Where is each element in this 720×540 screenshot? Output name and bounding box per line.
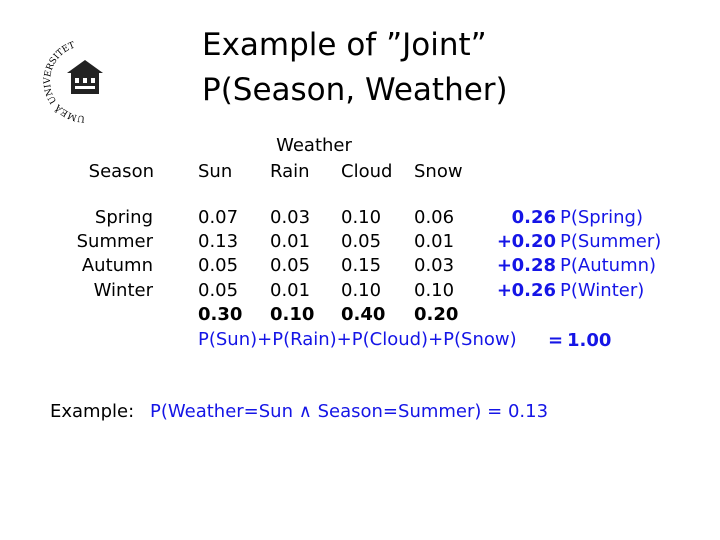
marginal-label: P(Autumn) <box>560 255 657 276</box>
title-line: Example of ”Joint” <box>202 27 487 63</box>
cell: 0.01 <box>414 231 455 252</box>
cell: 0.05 <box>341 231 382 252</box>
marginal-value: 0.20 <box>511 231 556 252</box>
sum-formula: P(Sun)+P(Rain)+P(Cloud)+P(Snow) <box>198 329 517 350</box>
marginal-value: 0.28 <box>511 255 556 276</box>
example-label: Example: <box>50 401 135 422</box>
column-sum: 0.20 <box>414 304 459 325</box>
column-group-header: Weather <box>276 135 352 156</box>
marginal-label: P(Winter) <box>560 280 645 301</box>
cell: 0.10 <box>414 280 455 301</box>
cell: 0.13 <box>198 231 239 252</box>
column-sum: 0.40 <box>341 304 386 325</box>
cell: 0.01 <box>270 280 311 301</box>
cell: 0.06 <box>414 207 455 228</box>
example-text: P(Weather=Sun ∧ Season=Summer) = 0.13 <box>150 401 549 422</box>
marginal-sign: + <box>496 280 512 301</box>
row-label: Spring <box>94 207 153 228</box>
cell: 0.05 <box>198 255 239 276</box>
cell: 0.05 <box>198 280 239 301</box>
column-header: Snow <box>414 161 463 182</box>
marginal-value: 0.26 <box>511 207 556 228</box>
column-sum: 0.10 <box>270 304 315 325</box>
cell: 0.03 <box>414 255 455 276</box>
cell: 0.15 <box>341 255 382 276</box>
row-label: Summer <box>76 231 153 252</box>
row-header: Season <box>88 161 154 182</box>
total-value: 1.00 <box>567 330 612 351</box>
cell: 0.10 <box>341 280 382 301</box>
row-label: Winter <box>93 280 153 301</box>
cell: 0.05 <box>270 255 311 276</box>
column-header: Rain <box>270 161 310 182</box>
title-line: P(Season, Weather) <box>202 72 508 108</box>
row-label: Autumn <box>81 255 153 276</box>
marginal-label: P(Spring) <box>560 207 643 228</box>
cell: 0.07 <box>198 207 239 228</box>
cell: 0.03 <box>270 207 311 228</box>
cell: 0.10 <box>341 207 382 228</box>
column-header: Sun <box>198 161 233 182</box>
column-sum: 0.30 <box>198 304 243 325</box>
marginal-sign: + <box>496 231 512 252</box>
logo: UMEÅ UNIVERSITET <box>43 41 103 123</box>
marginal-label: P(Summer) <box>560 231 662 252</box>
column-header: Cloud <box>341 161 393 182</box>
marginal-sign: + <box>496 255 512 276</box>
marginal-value: 0.26 <box>511 280 556 301</box>
total-sign: = <box>548 330 564 351</box>
cell: 0.01 <box>270 231 311 252</box>
